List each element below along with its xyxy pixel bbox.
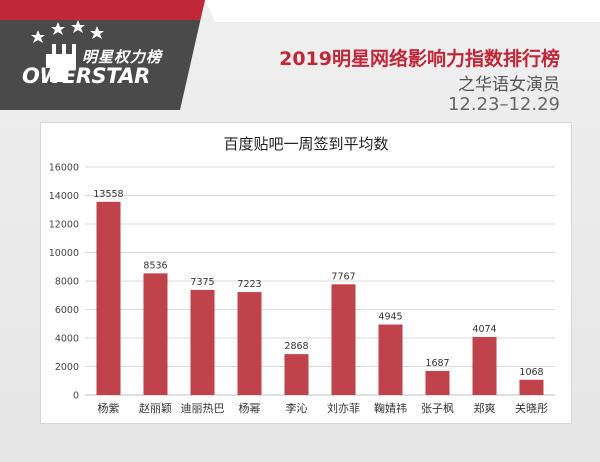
x-tick-label: 杨幂 <box>239 401 261 415</box>
bar <box>331 284 356 395</box>
page-title: 2019明星网络影响力指数排行榜 <box>279 48 560 70</box>
bar-chart: 百度贴吧一周签到平均数 0 2000 4000 6000 8000 10000 12000 14… <box>49 135 555 415</box>
data-label: 7767 <box>331 271 355 282</box>
banner-graphic <box>0 0 600 110</box>
y-tick-label: 10000 <box>49 248 79 259</box>
chart-title: 百度贴吧一周签到平均数 <box>223 135 388 153</box>
data-label: 7375 <box>190 277 214 288</box>
bar <box>284 354 309 395</box>
y-tick-label: 16000 <box>49 163 79 174</box>
bar <box>237 292 262 395</box>
bar <box>472 336 497 395</box>
fist-icon <box>46 44 76 82</box>
x-tick-label: 迪丽热巴 <box>181 402 225 415</box>
x-tick-label: 刘亦菲 <box>327 401 360 415</box>
x-tick-label: 郑爽 <box>474 401 496 415</box>
y-tick-label: 6000 <box>55 305 79 316</box>
y-tick-label: 0 <box>73 391 79 402</box>
x-tick-label: 杨紫 <box>98 401 120 415</box>
data-label: 8536 <box>143 260 167 271</box>
logo-red-strip <box>0 0 205 20</box>
data-label: 1068 <box>519 367 543 378</box>
data-label: 4074 <box>472 324 496 335</box>
bar <box>96 201 121 395</box>
header-banner: 明星权力榜 OWERSTAR <box>0 0 600 110</box>
x-tick-label: 赵丽颖 <box>139 401 172 415</box>
y-tick-label: 12000 <box>49 220 79 231</box>
logo-dark-panel <box>0 0 205 110</box>
bar <box>519 379 544 395</box>
data-label: 4945 <box>378 312 402 323</box>
bar <box>143 273 168 395</box>
bar <box>190 289 215 395</box>
bar <box>425 370 450 395</box>
data-label: 2868 <box>284 341 308 352</box>
data-label: 13558 <box>93 189 123 200</box>
star-icon <box>31 20 104 43</box>
x-tick-label: 鞠婧祎 <box>374 401 407 415</box>
page-subtitle: 之华语女演员 <box>458 75 560 95</box>
logo-cn-text: 明星权力榜 <box>82 48 163 66</box>
y-tick-label: 2000 <box>55 362 79 373</box>
x-tick-label: 关晓彤 <box>515 401 548 415</box>
y-tick-label: 14000 <box>49 191 79 202</box>
y-tick-label: 4000 <box>55 334 79 345</box>
banner-light-strip <box>205 0 600 22</box>
data-label: 7223 <box>237 279 261 290</box>
x-tick-label: 李沁 <box>286 401 308 415</box>
x-tick-label: 张子枫 <box>421 401 454 415</box>
date-range: 12.23–12.29 <box>447 94 560 115</box>
y-tick-label: 8000 <box>55 277 79 288</box>
chart-card: 百度贴吧一周签到平均数 0 2000 4000 6000 8000 10000 12000 14… <box>40 122 572 424</box>
bar <box>378 324 403 395</box>
logo-en-text: OWERSTAR <box>22 64 150 88</box>
data-label: 1687 <box>425 358 449 369</box>
